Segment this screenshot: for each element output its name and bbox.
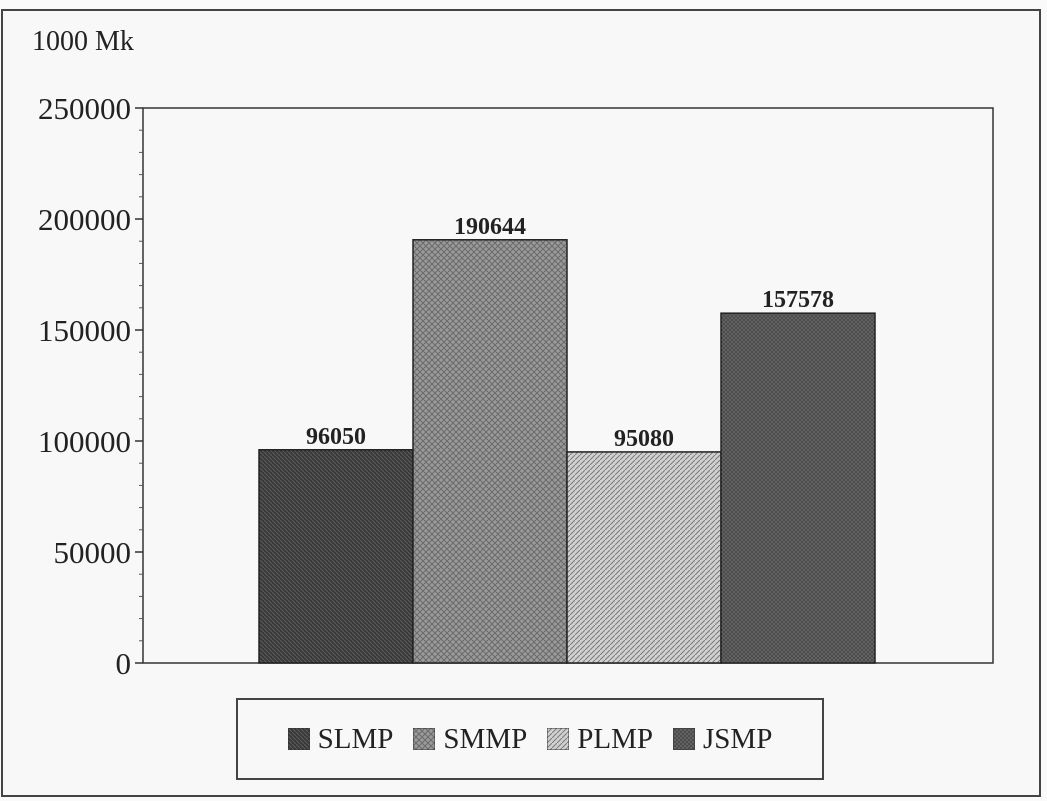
legend-swatch-plmp <box>547 728 570 750</box>
legend-item-smmp: SMMP <box>413 723 527 756</box>
legend-label-smmp: SMMP <box>443 722 528 755</box>
legend-item-slmp: SLMP <box>287 722 394 756</box>
data-label-smmp: 190644 <box>454 214 526 240</box>
legend-swatch-slmp <box>287 728 310 750</box>
y-tick-label: 0 <box>116 646 132 681</box>
y-tick-label: 150000 <box>38 313 131 348</box>
y-tick-label: 200000 <box>38 202 131 237</box>
legend: SLMP SMMP PLMP JSMP <box>236 698 824 780</box>
y-tick-label: 250000 <box>38 91 131 126</box>
bar-smmp <box>412 239 568 664</box>
legend-item-jsmp: JSMP <box>673 723 772 756</box>
data-label-slmp: 96050 <box>306 424 366 450</box>
legend-label-slmp: SLMP <box>317 722 394 755</box>
legend-item-plmp: PLMP <box>547 723 653 756</box>
bars-group <box>258 239 876 664</box>
y-tick-label: 100000 <box>38 424 131 459</box>
data-label-jsmp: 157578 <box>762 287 834 313</box>
y-tick-label: 50000 <box>54 535 132 570</box>
legend-label-jsmp: JSMP <box>703 722 773 755</box>
bar-slmp <box>258 449 414 664</box>
y-axis: 0 50000 100000 150000 200000 250000 <box>38 91 143 681</box>
legend-label-plmp: PLMP <box>577 722 654 755</box>
data-labels-group: 96050 190644 95080 157578 <box>306 214 834 452</box>
bar-plmp <box>566 451 722 664</box>
data-label-plmp: 95080 <box>614 426 674 452</box>
legend-swatch-jsmp <box>673 728 696 750</box>
y-unit-label: 1000 Mk <box>32 26 134 57</box>
legend-swatch-smmp <box>413 728 436 750</box>
bar-jsmp <box>720 312 876 664</box>
